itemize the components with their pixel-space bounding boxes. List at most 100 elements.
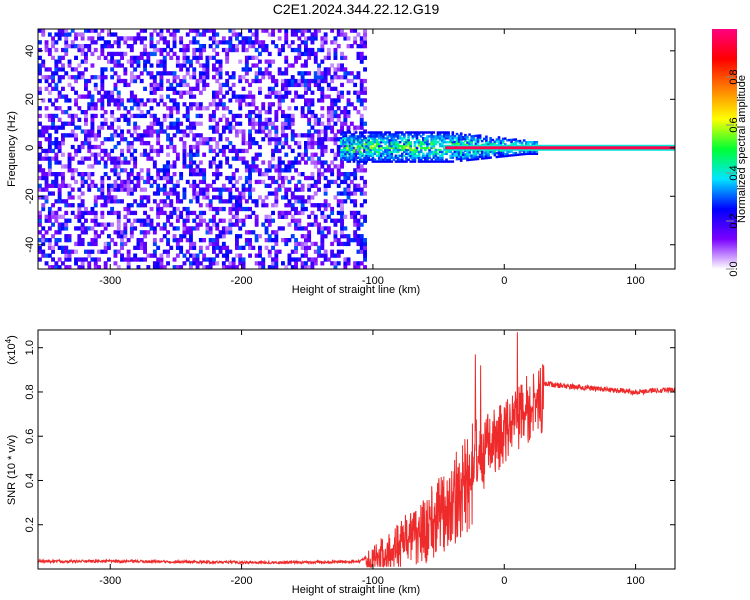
heatmap-cell xyxy=(271,210,275,216)
heatmap-cell xyxy=(363,148,367,154)
heatmap-cell xyxy=(396,131,400,134)
heatmap-cell xyxy=(152,28,157,33)
heatmap-cell xyxy=(340,144,343,148)
heatmap-cell xyxy=(221,187,226,192)
heatmap-cell xyxy=(64,249,69,254)
heatmap-cell xyxy=(38,218,42,223)
heatmap-cell xyxy=(356,164,361,169)
heatmap-cell xyxy=(198,187,203,192)
heatmap-cell xyxy=(248,82,252,88)
heatmap-cell xyxy=(304,28,308,33)
heatmap-cell xyxy=(51,113,55,119)
heatmap-cell xyxy=(294,199,298,204)
heatmap-cell xyxy=(212,187,216,192)
heatmap-cell xyxy=(198,245,203,250)
heatmap-cell xyxy=(192,257,197,262)
heatmap-cell xyxy=(185,238,190,243)
spectrogram-y-label: Frequency (Hz) xyxy=(6,111,18,187)
heatmap-cell xyxy=(198,218,203,223)
heatmap-cell xyxy=(189,210,193,216)
heatmap-cell xyxy=(261,102,266,107)
heatmap-cell xyxy=(349,199,354,204)
heatmap-cell xyxy=(317,78,321,84)
heatmap-cell xyxy=(41,238,46,243)
heatmap-cell xyxy=(363,218,367,223)
heatmap-cell xyxy=(54,265,59,270)
heatmap-cell xyxy=(514,142,518,145)
heatmap-cell xyxy=(320,106,325,111)
heatmap-cell xyxy=(290,78,295,84)
heatmap-cell xyxy=(281,110,285,115)
heatmap-cell xyxy=(113,156,118,161)
heatmap-cell xyxy=(100,230,105,235)
heatmap-cell xyxy=(244,40,249,45)
heatmap-cell xyxy=(342,131,345,134)
heatmap-cell xyxy=(38,230,42,235)
heatmap-cell xyxy=(361,131,364,134)
heatmap-cell xyxy=(313,75,318,80)
heatmap-cell xyxy=(159,199,164,204)
heatmap-cell xyxy=(54,137,59,142)
heatmap-cell xyxy=(235,245,239,250)
heatmap-cell xyxy=(468,139,471,142)
snr-x-ticks: -300 -200 -100 0 100 xyxy=(99,330,645,587)
heatmap-cell xyxy=(359,160,362,163)
heatmap-cell xyxy=(447,150,450,154)
heatmap-cell xyxy=(287,78,292,84)
heatmap-cell xyxy=(307,234,312,239)
heatmap-cell xyxy=(113,261,118,266)
heatmap-cell xyxy=(472,136,476,140)
heatmap-cell xyxy=(202,71,207,76)
heatmap-cell xyxy=(441,152,444,155)
heatmap-cell xyxy=(390,139,394,142)
heatmap-cell xyxy=(330,110,335,115)
heatmap-cell xyxy=(149,218,154,223)
heatmap-cell xyxy=(290,206,295,212)
heatmap-cell xyxy=(110,195,115,200)
heatmap-cell xyxy=(267,249,272,254)
heatmap-cell xyxy=(152,179,157,185)
heatmap-cell xyxy=(215,67,220,72)
heatmap-cell xyxy=(84,55,88,60)
heatmap-cell xyxy=(51,203,55,208)
heatmap-cell xyxy=(41,63,46,68)
heatmap-cell xyxy=(189,63,193,68)
heatmap-cell xyxy=(419,150,423,154)
heatmap-cell xyxy=(284,265,289,270)
heatmap-cell xyxy=(208,148,213,154)
heatmap-cell xyxy=(382,152,385,155)
heatmap-cell xyxy=(84,133,88,138)
heatmap-cell xyxy=(384,148,387,152)
heatmap-cell xyxy=(90,98,95,103)
heatmap-cell xyxy=(116,106,121,111)
heatmap-cell xyxy=(97,55,101,60)
heatmap-cell xyxy=(225,245,230,250)
heatmap-cell xyxy=(212,113,216,119)
heatmap-cell xyxy=(74,133,78,138)
heatmap-cell xyxy=(371,131,375,134)
heatmap-cell xyxy=(192,210,197,216)
heatmap-cell xyxy=(436,158,440,161)
heatmap-cell xyxy=(185,55,190,60)
heatmap-cell xyxy=(363,241,367,247)
heatmap-cell xyxy=(116,160,121,165)
heatmap-cell xyxy=(333,238,338,243)
heatmap-cell xyxy=(401,158,404,161)
colorbar: 0.00.20.40.60.8 Normalized spectral ampl… xyxy=(712,29,748,277)
heatmap-cell xyxy=(57,141,62,146)
heatmap-cell xyxy=(215,102,220,107)
heatmap-cell xyxy=(228,98,233,103)
heatmap-cell xyxy=(506,139,509,142)
heatmap-cell xyxy=(346,172,351,177)
heatmap-cell xyxy=(491,152,494,155)
heatmap-cell xyxy=(120,183,124,188)
heatmap-cell xyxy=(110,121,115,126)
heatmap-cell xyxy=(47,218,52,223)
heatmap-cell xyxy=(159,144,164,150)
heatmap-cell xyxy=(361,160,364,163)
heatmap-cell xyxy=(64,164,69,169)
heatmap-cell xyxy=(54,160,59,165)
heatmap-cell xyxy=(156,102,161,107)
heatmap-cell xyxy=(185,226,190,231)
heatmap-cell xyxy=(166,51,170,57)
